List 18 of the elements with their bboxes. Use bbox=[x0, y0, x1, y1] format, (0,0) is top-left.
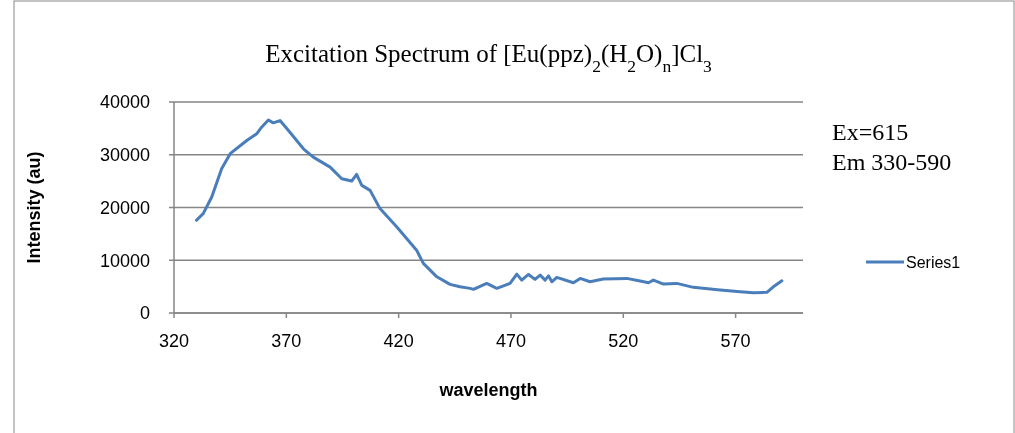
chart-title: Excitation Spectrum of [Eu(ppz)$_{2}$(H$_{2}$O)$_{n}$]Cl$_{3}$ bbox=[265, 40, 713, 76]
y-tick-label: 0 bbox=[139, 303, 150, 324]
x-tick-label: 320 bbox=[158, 331, 190, 351]
text: Ex=615 bbox=[832, 119, 909, 145]
y-tick-label: 20000 bbox=[99, 197, 150, 218]
y-tick-label: 40000 bbox=[99, 92, 150, 113]
x-tick-label: 520 bbox=[608, 331, 639, 351]
line-series bbox=[194, 118, 784, 295]
x-tick-label: 470 bbox=[495, 331, 526, 351]
text: Em 330-590 bbox=[832, 149, 952, 175]
legend-label: Series1 bbox=[906, 253, 961, 271]
x-tick-label: 570 bbox=[720, 331, 751, 351]
x-tick-label: 370 bbox=[271, 331, 302, 351]
y-tick-label: 30000 bbox=[99, 145, 150, 166]
y-axis-title: Intensity (au) bbox=[24, 151, 44, 264]
x-tick-label: 420 bbox=[383, 331, 414, 351]
x-axis-title: wavelength bbox=[438, 380, 538, 400]
y-tick-label: 10000 bbox=[99, 250, 150, 271]
